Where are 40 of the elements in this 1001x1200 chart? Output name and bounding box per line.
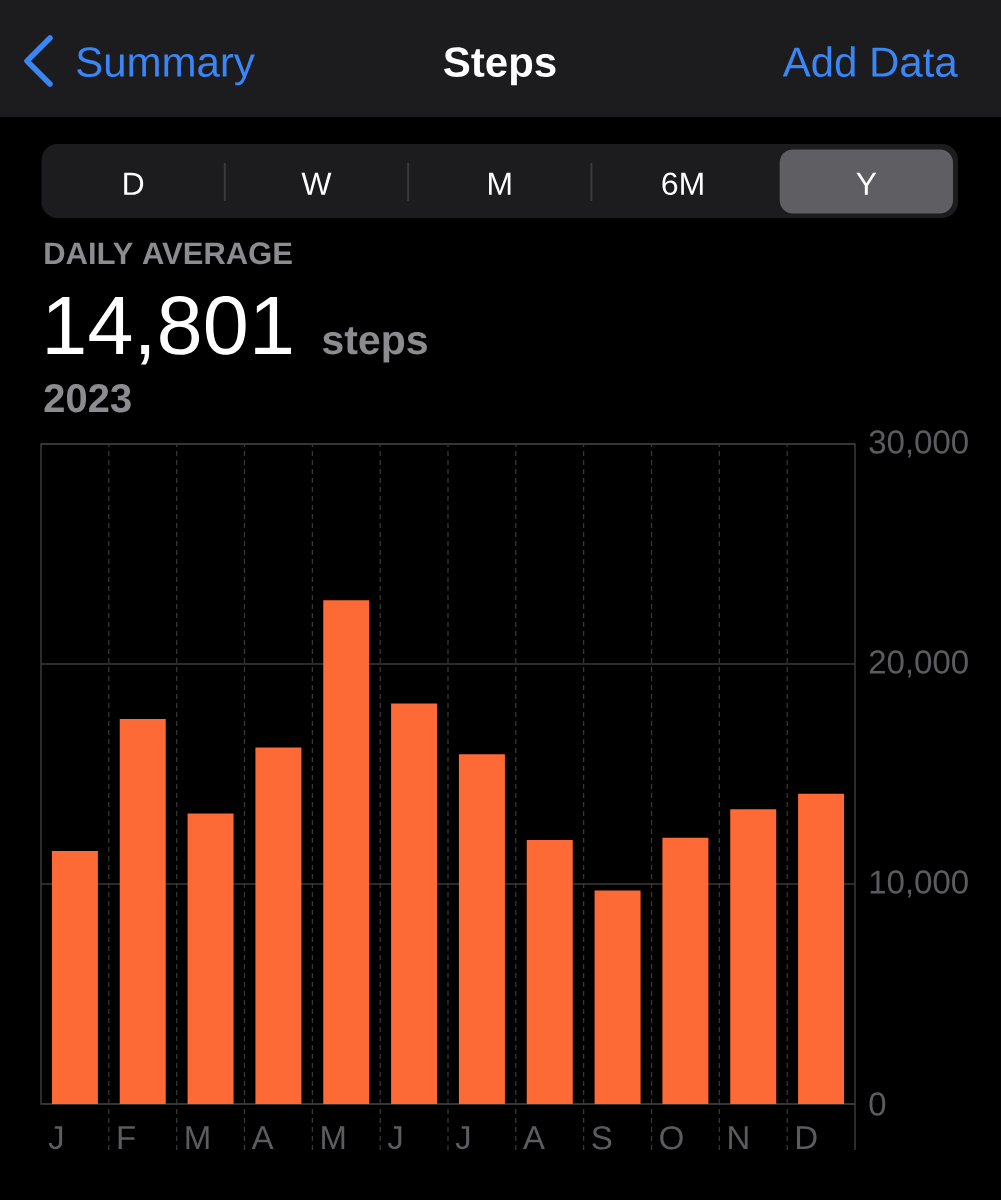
y-tick-label: 30,000	[869, 430, 968, 458]
bar	[526, 839, 573, 1104]
bar	[255, 747, 302, 1104]
x-tick-label: N	[729, 1126, 748, 1149]
text: 14,801	[47, 296, 291, 365]
x-tick-label: M	[322, 1126, 345, 1149]
bar	[662, 837, 709, 1104]
text: Add Data	[782, 46, 958, 77]
text: 2023	[44, 384, 131, 413]
bar	[51, 850, 98, 1104]
text: W	[301, 172, 332, 195]
x-tick-label: J	[455, 1126, 470, 1150]
x-tick-label: D	[796, 1126, 817, 1149]
x-tick-label: J	[387, 1126, 402, 1150]
text: DAILY AVERAGE	[45, 242, 292, 265]
text: Y	[856, 172, 877, 195]
x-tick-label: J	[48, 1126, 63, 1150]
text: 6M	[662, 172, 703, 196]
x-tick-label: O	[660, 1126, 683, 1150]
bar	[187, 813, 234, 1104]
x-tick-label: M	[186, 1126, 209, 1149]
bar	[458, 754, 505, 1104]
bar	[391, 703, 438, 1104]
bar	[798, 793, 845, 1104]
y-tick-label: 20,000	[869, 650, 968, 678]
text: D	[124, 172, 144, 195]
bar	[323, 600, 370, 1104]
chart-title: Steps	[444, 47, 556, 86]
bar	[119, 718, 166, 1104]
y-tick-label: 10,000	[870, 870, 968, 898]
x-tick-label: F	[118, 1126, 135, 1149]
x-tick-label: S	[592, 1126, 612, 1150]
text: Summary	[77, 47, 255, 86]
text: steps	[322, 327, 427, 363]
bar	[730, 809, 777, 1104]
text: M	[489, 172, 511, 195]
bar	[594, 890, 641, 1104]
y-tick-label: 0	[869, 1092, 886, 1116]
x-tick-label: A	[523, 1126, 545, 1149]
x-tick-label: A	[251, 1126, 274, 1149]
